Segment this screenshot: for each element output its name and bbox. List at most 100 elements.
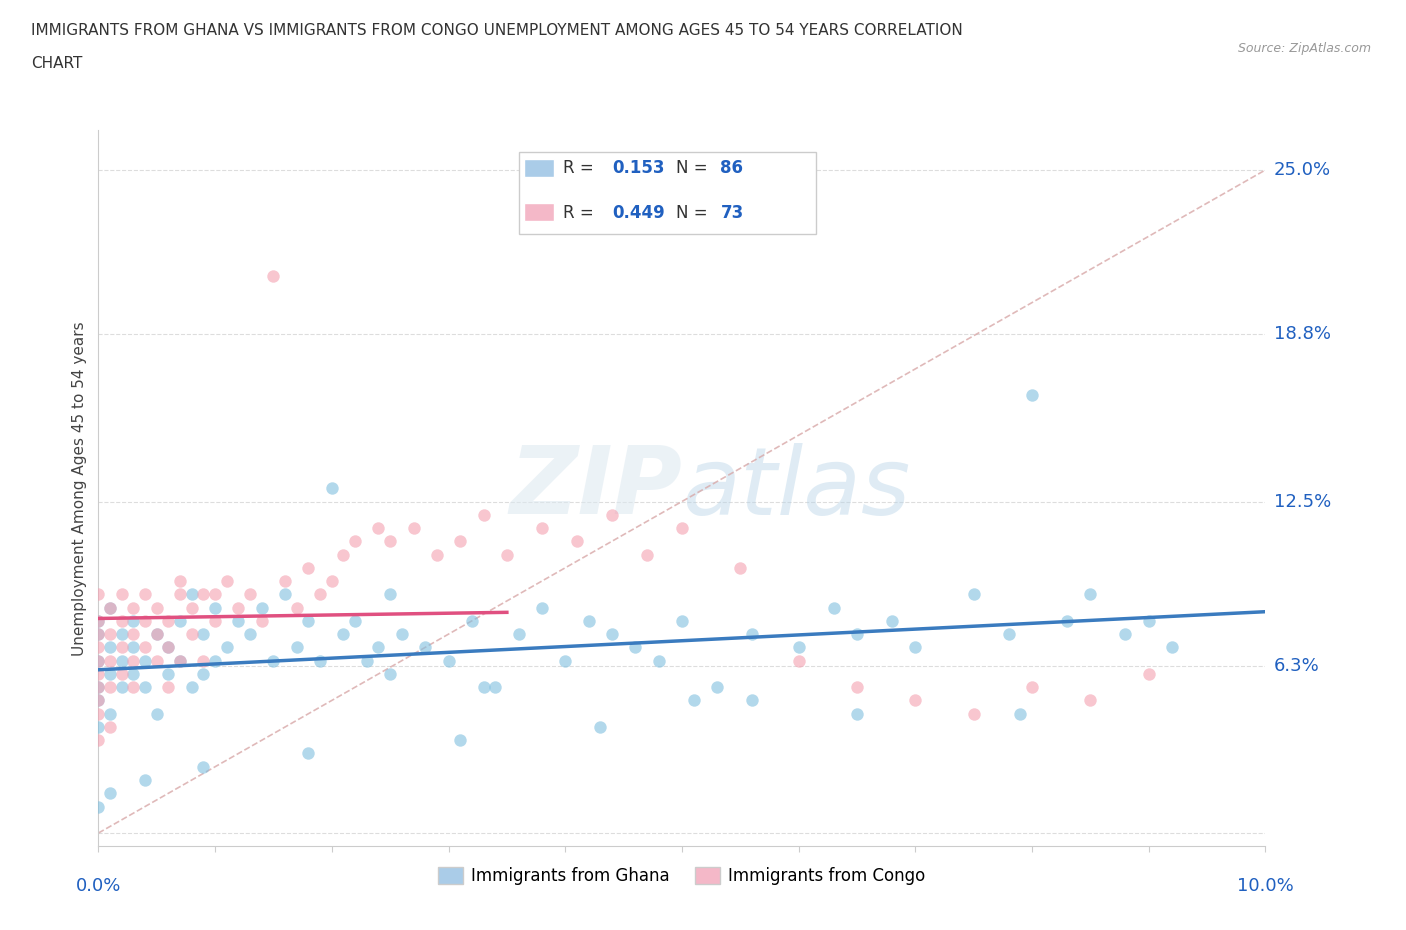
- Point: [880, 614, 903, 629]
- Point: [146, 653, 169, 668]
- Point: [111, 614, 134, 629]
- Point: [589, 720, 612, 735]
- Point: [98, 667, 121, 682]
- Point: [157, 640, 180, 655]
- Point: [87, 614, 110, 629]
- Point: [530, 600, 553, 615]
- Point: [98, 640, 121, 655]
- Point: [904, 640, 927, 655]
- Text: 86: 86: [720, 159, 744, 177]
- Point: [122, 600, 145, 615]
- Point: [193, 759, 215, 774]
- Point: [787, 653, 810, 668]
- Point: [578, 614, 600, 629]
- Point: [111, 627, 134, 642]
- Point: [344, 614, 367, 629]
- Point: [157, 640, 180, 655]
- Point: [87, 653, 110, 668]
- Point: [146, 706, 169, 721]
- Point: [706, 680, 728, 695]
- Point: [472, 508, 495, 523]
- Point: [111, 653, 134, 668]
- Point: [297, 614, 319, 629]
- Point: [321, 481, 343, 496]
- Point: [169, 574, 191, 589]
- Text: N =: N =: [676, 204, 707, 221]
- Point: [98, 600, 121, 615]
- Point: [111, 640, 134, 655]
- Point: [146, 627, 169, 642]
- Point: [250, 614, 273, 629]
- Point: [193, 627, 215, 642]
- Point: [215, 574, 238, 589]
- Point: [321, 574, 343, 589]
- Point: [413, 640, 436, 655]
- Point: [274, 574, 297, 589]
- Point: [87, 627, 110, 642]
- Point: [87, 693, 110, 708]
- Point: [297, 746, 319, 761]
- Text: CHART: CHART: [31, 56, 83, 71]
- Point: [472, 680, 495, 695]
- Point: [671, 614, 693, 629]
- Text: Source: ZipAtlas.com: Source: ZipAtlas.com: [1237, 42, 1371, 55]
- Point: [380, 534, 402, 549]
- Point: [309, 653, 332, 668]
- Text: 25.0%: 25.0%: [1274, 161, 1331, 179]
- Point: [122, 627, 145, 642]
- Point: [274, 587, 297, 602]
- Point: [636, 547, 658, 562]
- Bar: [524, 204, 554, 221]
- Point: [846, 706, 869, 721]
- Point: [682, 693, 704, 708]
- Point: [741, 693, 763, 708]
- Point: [193, 667, 215, 682]
- Point: [1010, 706, 1032, 721]
- Point: [87, 667, 110, 682]
- Point: [285, 640, 308, 655]
- Point: [332, 627, 354, 642]
- Point: [87, 720, 110, 735]
- Point: [344, 534, 367, 549]
- Text: IMMIGRANTS FROM GHANA VS IMMIGRANTS FROM CONGO UNEMPLOYMENT AMONG AGES 45 TO 54 : IMMIGRANTS FROM GHANA VS IMMIGRANTS FROM…: [31, 23, 963, 38]
- Point: [98, 720, 121, 735]
- Point: [98, 627, 121, 642]
- Point: [262, 653, 284, 668]
- Text: 73: 73: [720, 204, 744, 221]
- Point: [87, 706, 110, 721]
- Point: [193, 653, 215, 668]
- Point: [134, 614, 156, 629]
- Point: [741, 627, 763, 642]
- Point: [332, 547, 354, 562]
- Point: [157, 667, 180, 682]
- Point: [600, 627, 623, 642]
- Point: [496, 547, 519, 562]
- Point: [169, 653, 191, 668]
- Point: [554, 653, 576, 668]
- Text: R =: R =: [562, 204, 593, 221]
- Point: [228, 614, 250, 629]
- Point: [356, 653, 378, 668]
- Point: [647, 653, 669, 668]
- Point: [1137, 667, 1160, 682]
- Point: [239, 587, 262, 602]
- Point: [262, 269, 284, 284]
- Point: [122, 653, 145, 668]
- Point: [87, 733, 110, 748]
- Point: [180, 680, 202, 695]
- Point: [461, 614, 484, 629]
- Text: atlas: atlas: [682, 443, 910, 534]
- Point: [997, 627, 1019, 642]
- Text: N =: N =: [676, 159, 707, 177]
- Point: [180, 627, 202, 642]
- Point: [204, 614, 226, 629]
- Point: [134, 680, 156, 695]
- Point: [98, 786, 121, 801]
- Point: [111, 680, 134, 695]
- Point: [169, 653, 191, 668]
- Point: [134, 640, 156, 655]
- Point: [1137, 614, 1160, 629]
- Point: [846, 680, 869, 695]
- Point: [508, 627, 530, 642]
- Point: [111, 667, 134, 682]
